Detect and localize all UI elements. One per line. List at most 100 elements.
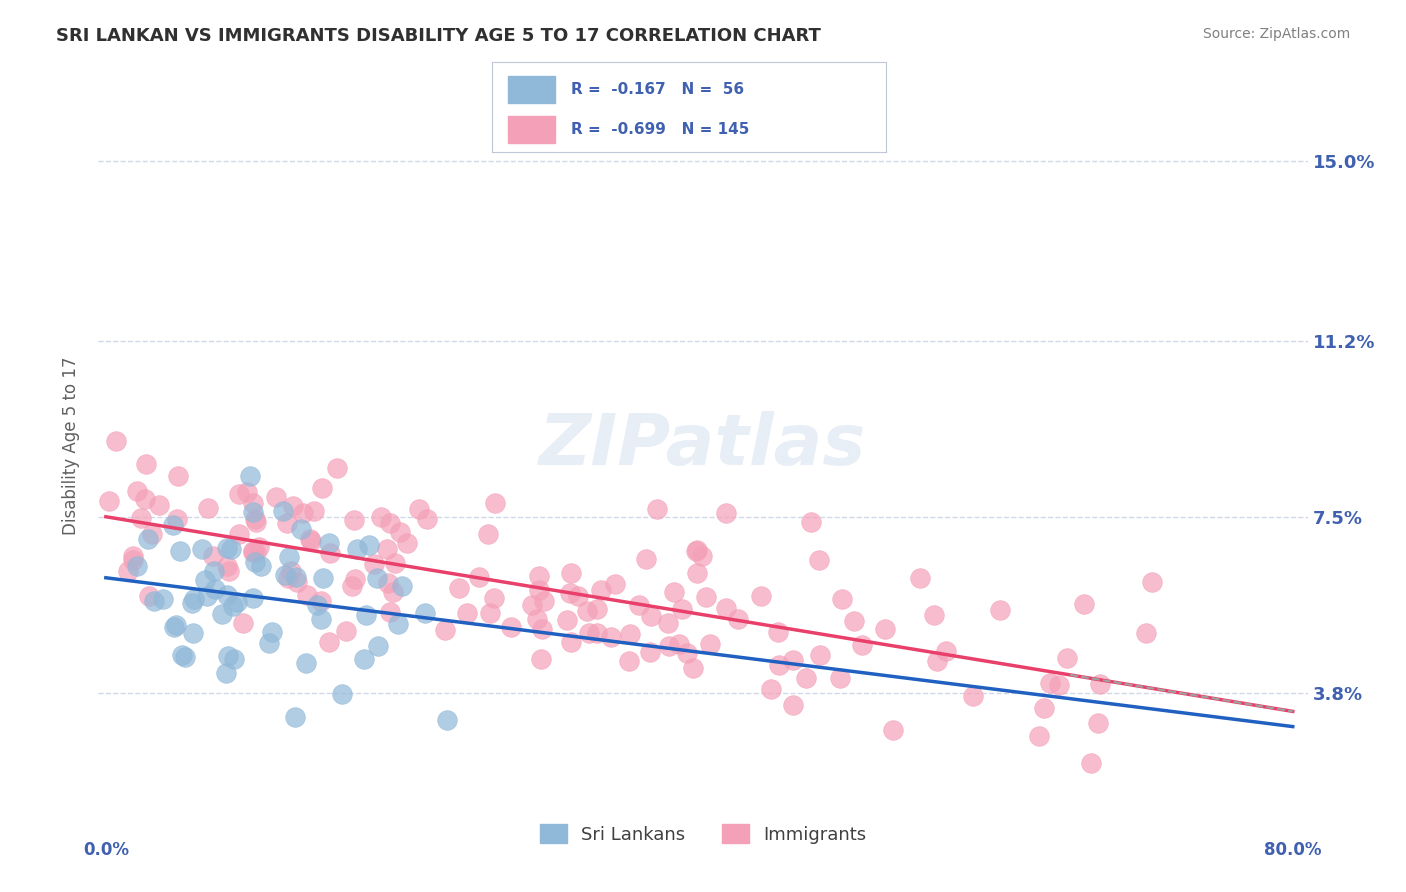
Point	[808, 648, 831, 662]
Point	[166, 512, 188, 526]
Point	[727, 612, 749, 626]
Point	[285, 574, 308, 589]
Point	[1140, 574, 1163, 589]
Point	[377, 541, 399, 556]
Point	[695, 590, 717, 604]
Point	[384, 556, 406, 570]
Point	[585, 625, 607, 640]
Point	[165, 618, 187, 632]
Point	[363, 558, 385, 572]
Point	[1080, 756, 1102, 770]
Point	[243, 511, 266, 525]
Point	[264, 490, 287, 504]
Point	[366, 570, 388, 584]
Point	[98, 494, 121, 508]
Point	[908, 571, 931, 585]
Point	[276, 516, 298, 530]
Point	[1056, 650, 1078, 665]
Point	[988, 603, 1011, 617]
Point	[297, 588, 319, 602]
Point	[382, 585, 405, 599]
Point	[690, 549, 713, 564]
Point	[245, 516, 267, 530]
Point	[396, 536, 419, 550]
Point	[436, 713, 458, 727]
Point	[273, 504, 295, 518]
Point	[600, 630, 623, 644]
Point	[311, 594, 333, 608]
Point	[768, 658, 790, 673]
Point	[281, 499, 304, 513]
Point	[686, 542, 709, 557]
Point	[236, 485, 259, 500]
Point	[122, 549, 145, 564]
Point	[391, 579, 413, 593]
Point	[195, 589, 218, 603]
Point	[167, 469, 190, 483]
Point	[169, 544, 191, 558]
Point	[413, 606, 436, 620]
Point	[228, 487, 250, 501]
Point	[359, 538, 381, 552]
Point	[367, 639, 389, 653]
Point	[136, 533, 159, 547]
Point	[527, 568, 550, 582]
Point	[482, 591, 505, 606]
Point	[468, 570, 491, 584]
Point	[312, 571, 335, 585]
Point	[122, 552, 145, 566]
Point	[302, 504, 325, 518]
Point	[766, 624, 789, 639]
Point	[117, 564, 139, 578]
Point	[638, 644, 661, 658]
Point	[477, 526, 499, 541]
Point	[353, 652, 375, 666]
Point	[318, 536, 340, 550]
Point	[232, 615, 254, 630]
Point	[152, 591, 174, 606]
Point	[962, 690, 984, 704]
Point	[217, 541, 239, 555]
Text: SRI LANKAN VS IMMIGRANTS DISABILITY AGE 5 TO 17 CORRELATION CHART: SRI LANKAN VS IMMIGRANTS DISABILITY AGE …	[56, 27, 821, 45]
Point	[194, 574, 217, 588]
Point	[782, 653, 804, 667]
Point	[1073, 597, 1095, 611]
Point	[217, 649, 239, 664]
Point	[343, 513, 366, 527]
Point	[558, 585, 581, 599]
Point	[260, 625, 283, 640]
Point	[1032, 701, 1054, 715]
Point	[589, 583, 612, 598]
Point	[318, 634, 340, 648]
Point	[882, 723, 904, 738]
Legend: Sri Lankans, Immigrants: Sri Lankans, Immigrants	[533, 817, 873, 851]
Point	[340, 579, 363, 593]
Text: 0.0%: 0.0%	[83, 841, 129, 859]
Point	[576, 604, 599, 618]
Point	[456, 607, 478, 621]
Point	[311, 612, 333, 626]
Point	[675, 646, 697, 660]
Point	[922, 608, 945, 623]
Point	[685, 566, 707, 581]
Point	[284, 710, 307, 724]
Point	[627, 599, 650, 613]
Point	[530, 652, 553, 666]
Point	[295, 657, 318, 671]
Text: 80.0%: 80.0%	[1264, 841, 1322, 859]
Point	[172, 648, 194, 662]
Point	[299, 534, 322, 549]
Text: ZIPatlas: ZIPatlas	[540, 411, 866, 481]
Point	[225, 595, 247, 609]
Point	[828, 672, 851, 686]
Point	[134, 492, 156, 507]
Point	[586, 601, 609, 615]
Point	[346, 542, 368, 557]
Point	[242, 591, 264, 606]
Point	[163, 620, 186, 634]
Point	[290, 523, 312, 537]
Point	[560, 566, 582, 580]
Point	[242, 544, 264, 558]
Point	[222, 599, 245, 613]
Point	[671, 601, 693, 615]
